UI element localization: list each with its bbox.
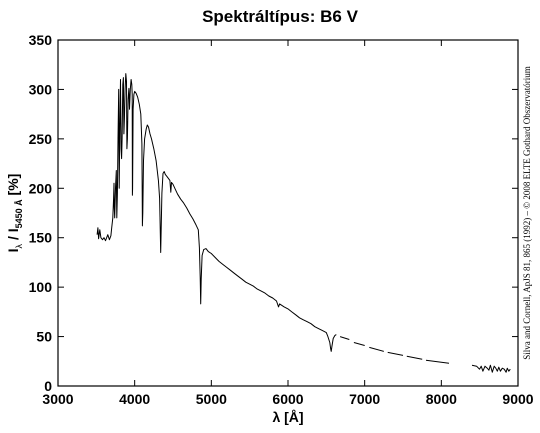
x-tick-label: 3000 [42,391,73,407]
y-tick-label: 150 [29,230,53,246]
y-tick-label: 300 [29,81,53,97]
x-axis-label: λ [Å] [272,409,303,425]
series-layer [96,73,511,373]
y-label-main-sub: λ [14,243,24,248]
y-tick-label: 100 [29,279,53,295]
y-tick-label: 50 [36,329,52,345]
y-tick-label: 0 [44,378,52,394]
y-label-main: I [5,248,21,252]
y-label-ref-sub: 5450 Å [14,199,24,229]
y-tick-label: 250 [29,131,53,147]
y-axis-ticks: 0 50 100 150 200 250 300 350 [29,32,518,394]
chart-title: Spektráltípus: B6 V [202,7,359,26]
x-axis-ticks: 3000 4000 5000 6000 7000 8000 9000 [42,40,534,407]
spectrum-line-segment [96,73,337,352]
x-tick-label: 7000 [349,391,380,407]
y-tick-label: 200 [29,180,53,196]
spectrum-line-segment [471,364,511,373]
spectrum-line-segment [387,351,404,356]
y-label-unit: [%] [5,174,21,200]
x-tick-label: 8000 [426,391,457,407]
credit-text: Silva and Cornell, ApJS 81, 865 (1992) –… [522,66,532,359]
spectrum-line-segment [353,342,365,346]
y-label-sep: / I [5,228,21,244]
x-tick-label: 4000 [119,391,150,407]
x-tick-label: 6000 [272,391,303,407]
plot-area: 3000 4000 5000 6000 7000 8000 9000 0 50 100 150 20… [29,32,534,407]
y-axis-label: Iλ / I5450 Å [%] [5,174,24,253]
spectrum-line-segment [406,355,423,360]
spectrum-line-segment [369,346,384,352]
spectrum-line-segment [339,336,350,340]
x-tick-label: 9000 [502,391,533,407]
x-tick-label: 5000 [196,391,227,407]
spectrum-line-segment [425,359,450,364]
y-tick-label: 350 [29,32,53,48]
